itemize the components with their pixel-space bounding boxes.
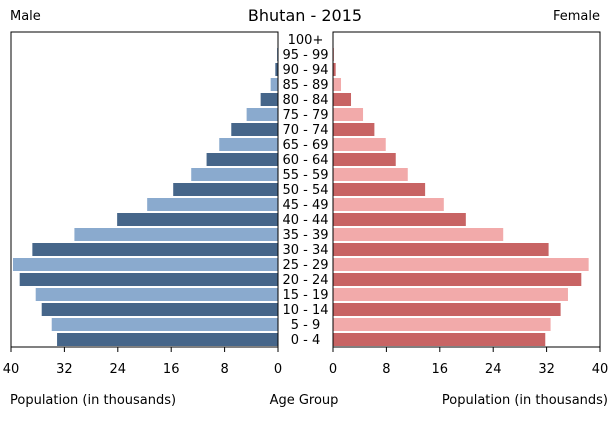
male-bar-12 bbox=[206, 153, 278, 166]
x-axis-title-right: Population (in thousands) bbox=[441, 393, 608, 408]
male-bar-16 bbox=[260, 93, 278, 106]
x-axis-title-center: Age Group bbox=[269, 393, 339, 408]
male-bar-10 bbox=[173, 183, 278, 196]
male-x-tick-label: 8 bbox=[220, 362, 228, 377]
female-bar-3 bbox=[333, 288, 568, 301]
male-bar-8 bbox=[117, 213, 278, 226]
male-x-tick-label: 16 bbox=[163, 362, 180, 377]
female-x-tick-label: 24 bbox=[485, 362, 502, 377]
x-axis-title-left: Population (in thousands) bbox=[10, 393, 177, 408]
age-group-label: 20 - 24 bbox=[282, 273, 328, 288]
age-group-label: 50 - 54 bbox=[282, 183, 328, 198]
age-group-label: 90 - 94 bbox=[282, 63, 328, 78]
female-label: Female bbox=[552, 9, 600, 24]
bars-layer bbox=[13, 33, 589, 346]
male-bar-9 bbox=[147, 198, 278, 211]
male-bar-7 bbox=[74, 228, 278, 241]
age-group-label: 30 - 34 bbox=[282, 243, 328, 258]
female-bar-16 bbox=[333, 93, 352, 106]
male-bar-14 bbox=[231, 123, 278, 136]
female-bar-7 bbox=[333, 228, 504, 241]
age-group-label: 0 - 4 bbox=[291, 333, 321, 348]
male-bar-13 bbox=[219, 138, 278, 151]
female-bar-8 bbox=[333, 213, 466, 226]
male-label: Male bbox=[10, 9, 41, 24]
female-bar-12 bbox=[333, 153, 396, 166]
female-bar-11 bbox=[333, 168, 408, 181]
age-group-label: 70 - 74 bbox=[282, 123, 328, 138]
age-group-label: 85 - 89 bbox=[282, 78, 328, 93]
female-bar-19 bbox=[333, 48, 335, 61]
female-x-tick-label: 16 bbox=[432, 362, 449, 377]
female-x-tick-label: 8 bbox=[382, 362, 390, 377]
age-group-label: 40 - 44 bbox=[282, 213, 328, 228]
female-bar-18 bbox=[333, 63, 336, 76]
female-bar-6 bbox=[333, 243, 549, 256]
male-bar-2 bbox=[41, 303, 278, 316]
male-bar-4 bbox=[19, 273, 279, 286]
female-bar-10 bbox=[333, 183, 426, 196]
male-bar-1 bbox=[51, 318, 278, 331]
chart-title: Bhutan - 2015 bbox=[247, 6, 363, 25]
age-group-label: 100+ bbox=[288, 33, 324, 48]
male-x-tick-label: 32 bbox=[56, 362, 73, 377]
male-panel-frame bbox=[10, 31, 279, 348]
male-x-tick-label: 24 bbox=[110, 362, 127, 377]
female-bar-5 bbox=[333, 258, 589, 271]
female-bar-0 bbox=[333, 333, 546, 346]
female-bar-17 bbox=[333, 78, 342, 91]
female-x-tick-label: 0 bbox=[329, 362, 337, 377]
male-bar-3 bbox=[35, 288, 279, 301]
female-bar-4 bbox=[333, 273, 582, 286]
female-x-tick-label: 32 bbox=[538, 362, 555, 377]
age-group-label: 5 - 9 bbox=[291, 318, 321, 333]
male-bar-18 bbox=[275, 63, 278, 76]
male-bar-15 bbox=[246, 108, 278, 121]
female-bar-2 bbox=[333, 303, 561, 316]
female-x-tick-label: 40 bbox=[592, 362, 609, 377]
male-bar-19 bbox=[276, 48, 278, 61]
age-group-label: 55 - 59 bbox=[282, 168, 328, 183]
age-group-label: 10 - 14 bbox=[282, 303, 328, 318]
age-group-label: 15 - 19 bbox=[282, 288, 328, 303]
age-group-label: 35 - 39 bbox=[282, 228, 328, 243]
age-group-label: 60 - 64 bbox=[282, 153, 328, 168]
male-bar-6 bbox=[32, 243, 278, 256]
female-bar-13 bbox=[333, 138, 386, 151]
age-group-label: 65 - 69 bbox=[282, 138, 328, 153]
female-bar-1 bbox=[333, 318, 551, 331]
male-x-tick-label: 40 bbox=[3, 362, 20, 377]
age-group-label: 25 - 29 bbox=[282, 258, 328, 273]
female-bar-9 bbox=[333, 198, 444, 211]
male-bar-5 bbox=[13, 258, 278, 271]
age-group-label: 45 - 49 bbox=[282, 198, 328, 213]
age-group-label: 75 - 79 bbox=[282, 108, 328, 123]
male-bar-0 bbox=[57, 333, 279, 346]
female-panel-frame bbox=[332, 31, 601, 348]
male-x-tick-label: 0 bbox=[274, 362, 282, 377]
male-bar-11 bbox=[191, 168, 278, 181]
male-bar-17 bbox=[270, 78, 278, 91]
age-group-label: 80 - 84 bbox=[282, 93, 328, 108]
female-bar-15 bbox=[333, 108, 364, 121]
female-bar-14 bbox=[333, 123, 375, 136]
age-group-label: 95 - 99 bbox=[282, 48, 328, 63]
